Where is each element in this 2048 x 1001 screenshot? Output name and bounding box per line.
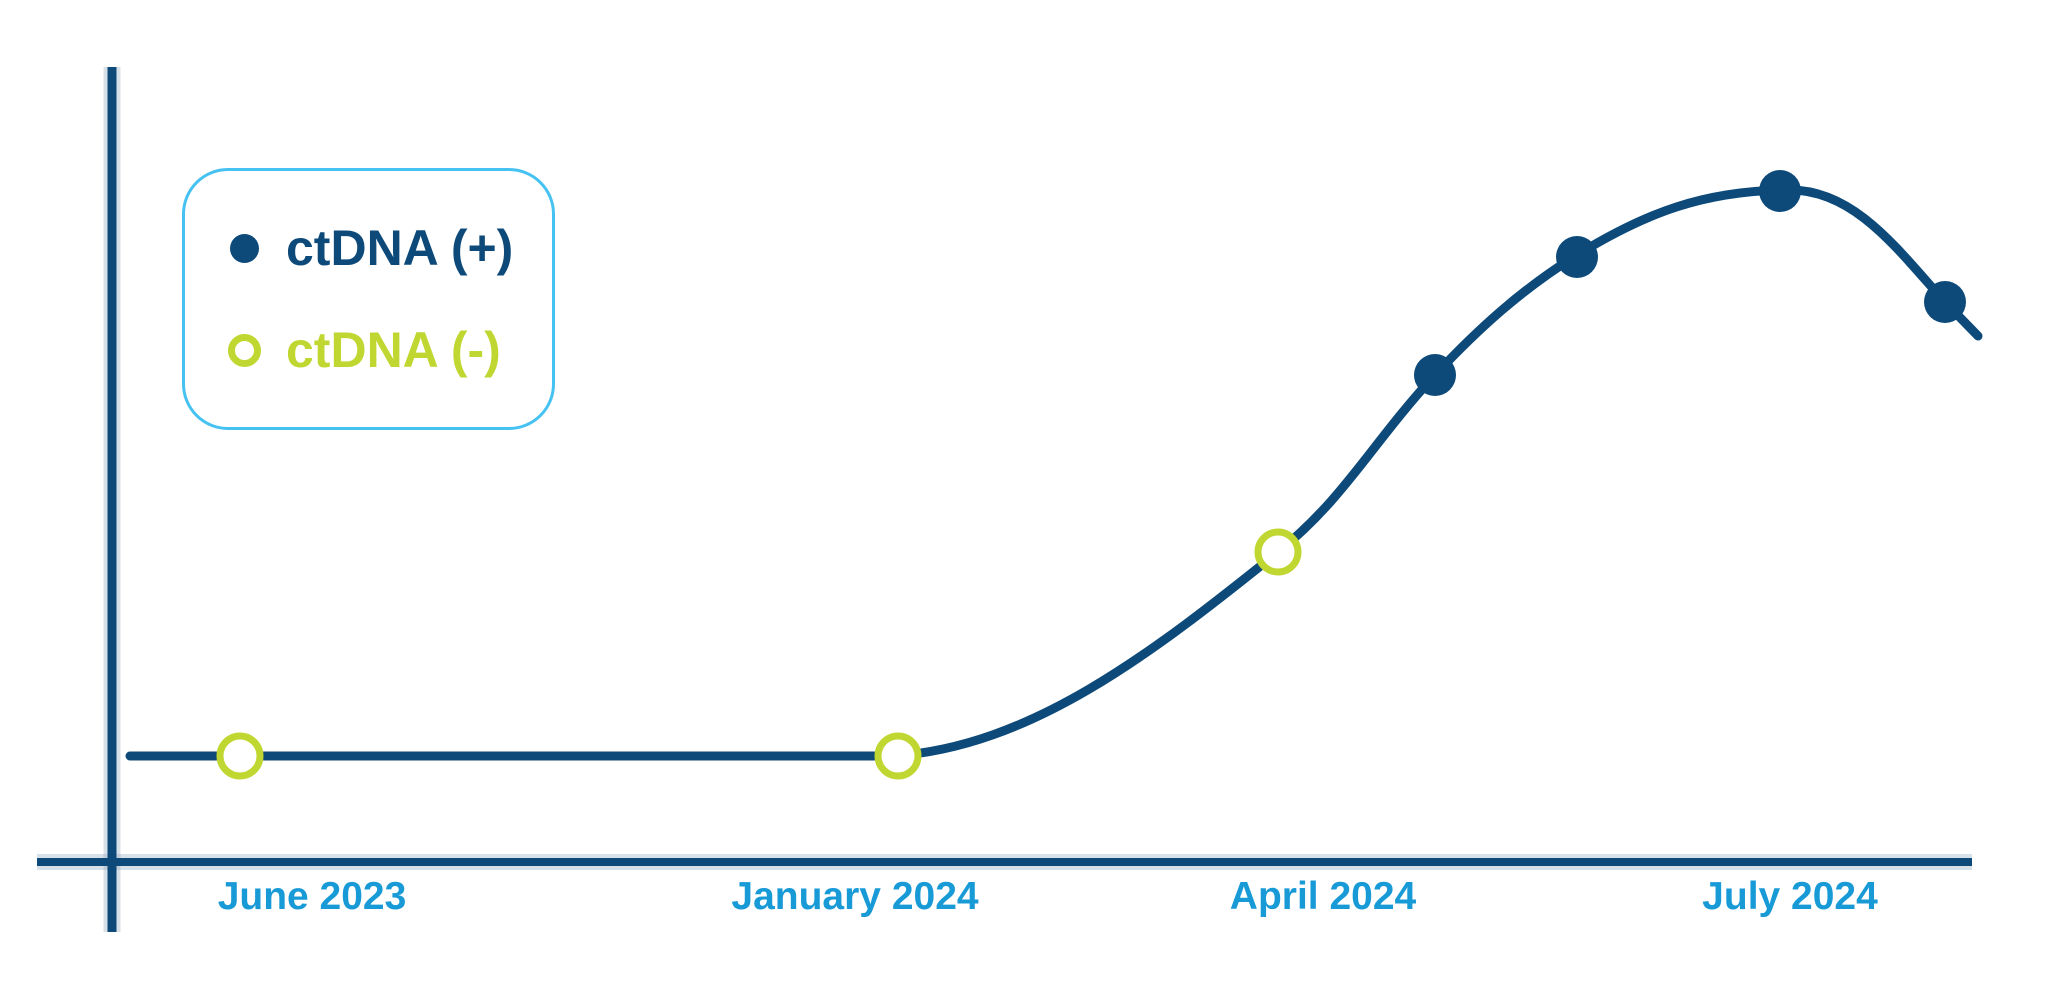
data-point-ctdna-positive bbox=[1556, 236, 1598, 278]
data-point-ctdna-positive bbox=[1414, 354, 1456, 396]
open-circle-icon bbox=[227, 333, 261, 367]
legend-label-ctdna-positive: ctDNA (+) bbox=[286, 220, 514, 276]
legend-item-ctdna-negative: ctDNA (-) bbox=[227, 321, 552, 379]
x-tick-january-2024: January 2024 bbox=[731, 875, 979, 918]
data-point-ctdna-positive bbox=[1924, 281, 1966, 323]
filled-circle-icon bbox=[227, 231, 261, 265]
ctdna-curve bbox=[125, 185, 1983, 761]
data-point-ctdna-negative bbox=[874, 732, 922, 780]
x-tick-july-2024: July 2024 bbox=[1702, 875, 1878, 918]
legend-box: ctDNA (+) ctDNA (-) bbox=[182, 168, 555, 430]
data-point-ctdna-negative bbox=[216, 732, 264, 780]
legend-item-ctdna-positive: ctDNA (+) bbox=[227, 219, 552, 277]
data-point-ctdna-positive bbox=[1759, 170, 1801, 212]
x-tick-june-2023: June 2023 bbox=[217, 875, 407, 918]
data-point-ctdna-negative bbox=[1254, 528, 1302, 576]
legend-label-ctdna-negative: ctDNA (-) bbox=[286, 322, 501, 378]
x-tick-april-2024: April 2024 bbox=[1229, 875, 1417, 918]
